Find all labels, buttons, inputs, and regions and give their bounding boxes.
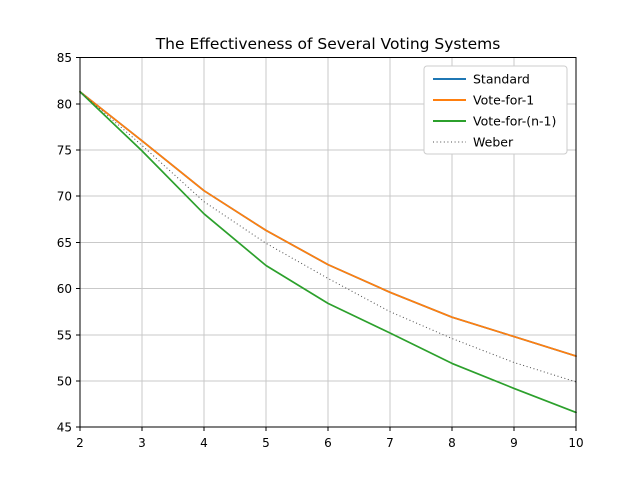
legend-entry-weber: Weber — [433, 135, 514, 150]
legend-box — [423, 65, 568, 155]
x-tick-label-10: 10 — [568, 436, 583, 450]
y-tick-label-55: 55 — [57, 328, 72, 342]
y-tick-label-80: 80 — [57, 97, 72, 111]
legend-entry-vote-for-1: Vote-for-1 — [433, 93, 534, 108]
y-tick-label-45: 45 — [57, 421, 72, 435]
x-tick-label-4: 4 — [200, 436, 208, 450]
legend-label: Standard — [473, 72, 530, 87]
y-tick-label-60: 60 — [57, 282, 72, 296]
series-line-vote-for-n-1- — [79, 90, 577, 414]
y-tick-label-50: 50 — [57, 375, 72, 389]
y-tick-label-85: 85 — [57, 51, 72, 65]
legend-entry-vote-for-n-1-: Vote-for-(n-1) — [433, 114, 556, 129]
axes-layer — [76, 57, 577, 432]
legend-entry-standard: Standard — [433, 72, 530, 87]
x-tick-label-3: 3 — [138, 436, 146, 450]
legend-label: Weber — [473, 135, 514, 150]
y-tick-label-70: 70 — [57, 190, 72, 204]
y-tick-label-65: 65 — [57, 236, 72, 250]
y-tick-label-75: 75 — [57, 144, 72, 158]
x-tick-label-8: 8 — [448, 436, 456, 450]
x-tick-label-2: 2 — [76, 436, 84, 450]
legend-label: Vote-for-1 — [473, 93, 534, 108]
x-tick-label-9: 9 — [510, 436, 518, 450]
chart-title: The Effectiveness of Several Voting Syst… — [155, 35, 501, 53]
x-tick-label-7: 7 — [386, 436, 394, 450]
series-line-weber — [79, 91, 577, 383]
x-tick-label-6: 6 — [324, 436, 332, 450]
legend-label: Vote-for-(n-1) — [473, 114, 556, 129]
legend: Standard Vote-for-1 Vote-for-(n-1) Weber — [423, 65, 568, 155]
series-layer — [79, 90, 577, 414]
x-tick-label-5: 5 — [262, 436, 270, 450]
series-line-vote-for-1 — [79, 90, 577, 357]
